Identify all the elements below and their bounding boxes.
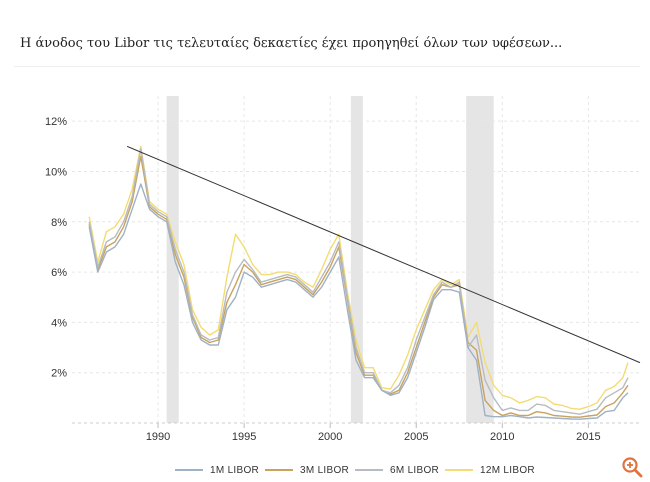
x-tick-label: 1990 bbox=[146, 431, 170, 443]
legend-label-3m: 3M LIBOR bbox=[300, 464, 350, 476]
title-divider bbox=[14, 66, 640, 67]
y-tick-label: 4% bbox=[51, 317, 67, 329]
legend-item-1m[interactable]: 1M LIBOR bbox=[175, 462, 259, 478]
y-tick-label: 8% bbox=[51, 217, 67, 229]
x-tick-label: 2000 bbox=[318, 431, 342, 443]
legend-item-12m[interactable]: 12M LIBOR bbox=[445, 462, 535, 478]
trendline bbox=[126, 145, 641, 364]
y-tick-labels: 2% 4% 6% 8% 10% 12% bbox=[45, 116, 67, 380]
downtrend-line bbox=[126, 145, 641, 364]
legend-label-12m: 12M LIBOR bbox=[480, 464, 535, 476]
legend-item-3m[interactable]: 3M LIBOR bbox=[265, 462, 349, 478]
series-line-12m-libor bbox=[88, 145, 629, 410]
y-tick-label: 12% bbox=[45, 116, 67, 128]
series-line-1m-libor bbox=[88, 183, 629, 420]
y-tick-label: 2% bbox=[51, 368, 67, 380]
recession-band-2 bbox=[350, 96, 363, 423]
series-line-3m-libor bbox=[88, 155, 629, 418]
x-tick-labels: 1990 1995 2000 2005 2010 2015 bbox=[146, 431, 601, 443]
series-lines bbox=[88, 145, 629, 420]
legend-swatch-1m bbox=[175, 469, 203, 471]
recession-band-1 bbox=[166, 96, 179, 423]
y-tick-label: 10% bbox=[45, 166, 67, 178]
x-tick-label: 2010 bbox=[490, 431, 514, 443]
gridlines bbox=[72, 96, 640, 423]
zoom-in-icon[interactable] bbox=[620, 455, 644, 479]
legend-swatch-3m bbox=[265, 469, 293, 471]
legend-swatch-6m bbox=[355, 469, 383, 471]
x-tick-label: 2015 bbox=[576, 431, 600, 443]
y-tick-label: 6% bbox=[51, 267, 67, 279]
legend-label-6m: 6M LIBOR bbox=[390, 464, 440, 476]
series-line-6m-libor bbox=[88, 148, 629, 415]
legend-swatch-12m bbox=[445, 469, 473, 471]
x-tick-label: 1995 bbox=[232, 431, 256, 443]
chart-legend: 1M LIBOR 3M LIBOR 6M LIBOR 12M LIBOR bbox=[0, 462, 650, 478]
axis-baseline bbox=[72, 422, 640, 428]
chart-title: Η άνοδος του Libor τις τελευταίες δεκαετ… bbox=[20, 36, 563, 51]
recession-bands bbox=[166, 96, 494, 423]
x-tick-label: 2005 bbox=[404, 431, 428, 443]
legend-item-6m[interactable]: 6M LIBOR bbox=[355, 462, 439, 478]
legend-label-1m: 1M LIBOR bbox=[210, 464, 260, 476]
